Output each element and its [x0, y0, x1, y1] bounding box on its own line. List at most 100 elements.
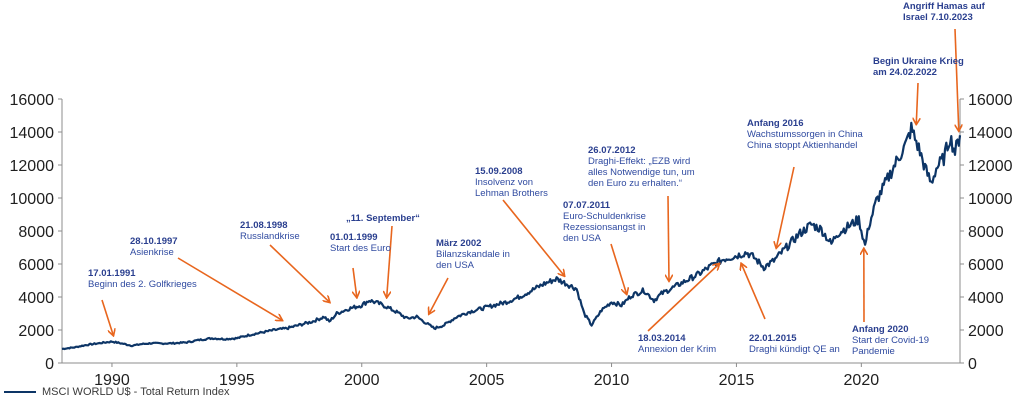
x-tick-label: 2005 — [469, 372, 505, 389]
annotation-date: März 2002 — [436, 238, 481, 249]
x-tick-label: 1990 — [94, 372, 130, 389]
annotation-text: den Euro zu erhalten.“ — [588, 178, 682, 189]
annotation-text: Wachstumssorgen in China — [747, 129, 864, 140]
annotation-date: Begin Ukraine Krieg — [873, 56, 964, 67]
y-tick-label-left: 6000 — [18, 257, 54, 274]
annotation-arrow — [269, 244, 329, 302]
annotation-arrow — [101, 299, 113, 335]
annotation-date: 07.07.2011 — [563, 200, 611, 211]
y-tick-label-left: 4000 — [18, 290, 54, 307]
y-tick-label-left: 14000 — [10, 125, 55, 142]
y-tick-label-right: 16000 — [968, 92, 1013, 109]
y-tick-label-right: 8000 — [968, 224, 1004, 241]
y-tick-label-right: 14000 — [968, 125, 1013, 142]
annotation-date: „11. September“ — [346, 213, 420, 224]
annotation-text: Annexion der Krim — [638, 344, 716, 355]
annotation-text: Israel 7.10.2023 — [903, 12, 973, 23]
annotation-date: Anfang 2020 — [852, 324, 909, 335]
annotation-date: 22.01.2015 — [749, 333, 797, 344]
annotation-arrow — [177, 257, 282, 320]
annotation-text: Euro-Schuldenkrise — [563, 211, 646, 222]
annotation-date: 01.01.1999 — [330, 232, 378, 243]
annotation: „11. September“ — [346, 213, 420, 224]
y-tick-label-left: 2000 — [18, 323, 54, 340]
series-line-msci-world — [61, 121, 962, 351]
tick-labels: 0 0 2000 2000 4000 4000 6000 6000 8000 8000 10000 1… — [10, 92, 1013, 389]
annotation-arrow — [429, 277, 449, 314]
y-tick-label-right: 10000 — [968, 191, 1013, 208]
annotation-arrow — [610, 243, 627, 294]
legend-line-swatch — [4, 391, 36, 393]
annotation-text: Insolvenz von — [475, 177, 533, 188]
y-tick-label-left: 8000 — [18, 224, 54, 241]
y-tick-label-left: 10000 — [10, 191, 55, 208]
legend: MSCI WORLD U$ - Total Return Index — [4, 386, 229, 398]
annotation-text: den USA — [436, 260, 475, 271]
annotation-date: Anfang 2016 — [747, 118, 804, 129]
annotation-text: den USA — [563, 233, 602, 244]
annotation-text: Rezessionsangst in — [563, 222, 645, 233]
annotation-arrows — [101, 28, 959, 335]
annotation-arrow — [647, 264, 719, 332]
annotation-text: am 24.02.2022 — [873, 67, 937, 78]
annotation-text: alles Notwendige tun, um — [588, 167, 695, 178]
annotation-arrow — [954, 28, 959, 130]
annotation-arrow — [776, 166, 795, 248]
annotation-text: Asienkrise — [130, 247, 174, 258]
annotation-text: Draghi kündigt QE an — [749, 344, 840, 355]
annotation-date: 15.09.2008 — [475, 166, 523, 177]
x-tick-label: 2020 — [844, 372, 880, 389]
y-tick-label-right: 12000 — [968, 158, 1013, 175]
annotation-date: 18.03.2014 — [638, 333, 686, 344]
annotation-text: Russlandkrise — [240, 231, 300, 242]
annotation-arrow — [353, 267, 357, 297]
annotation-text: Beginn des 2. Golfkrieges — [88, 279, 197, 290]
annotation-arrow — [741, 264, 766, 320]
y-tick-label-left: 16000 — [10, 92, 55, 109]
annotation: 07.07.2011Euro-SchuldenkriseRezessionsan… — [563, 200, 646, 244]
annotation-date: 17.01.1991 — [88, 268, 136, 279]
annotation-date: Angriff Hamas auf — [903, 1, 986, 12]
y-tick-label-right: 4000 — [968, 290, 1004, 307]
annotation-text: Lehman Brothers — [475, 188, 548, 199]
y-tick-label-right: 0 — [968, 356, 977, 373]
x-tick-label: 1995 — [219, 372, 255, 389]
annotation-date: 21.08.1998 — [240, 220, 288, 231]
annotation-text: Pandemie — [852, 346, 895, 357]
y-tick-label-right: 2000 — [968, 323, 1004, 340]
y-tick-label-right: 6000 — [968, 257, 1004, 274]
x-tick-label: 2000 — [344, 372, 380, 389]
x-tick-label: 2010 — [594, 372, 630, 389]
annotation-arrow — [916, 82, 918, 124]
annotation-text: Draghi-Effekt: „EZB wird — [588, 156, 690, 167]
annotation-text: China stoppt Aktienhandel — [747, 140, 857, 151]
annotation-arrow — [668, 195, 669, 281]
series-layer — [61, 121, 962, 351]
annotation-arrow — [502, 199, 564, 276]
x-tick-label: 2015 — [719, 372, 755, 389]
annotation-text: Bilanzskandale in — [436, 249, 510, 260]
annotation-date: 26.07.2012 — [588, 145, 636, 156]
y-tick-label-left: 12000 — [10, 158, 55, 175]
annotation-text: Start der Covid-19 — [852, 335, 929, 346]
annotation-date: 28.10.1997 — [130, 236, 178, 247]
y-tick-label-left: 0 — [45, 356, 54, 373]
legend-label: MSCI WORLD U$ - Total Return Index — [42, 386, 230, 398]
annotation-text: Start des Euro — [330, 243, 391, 254]
annotation-arrow — [387, 225, 393, 297]
